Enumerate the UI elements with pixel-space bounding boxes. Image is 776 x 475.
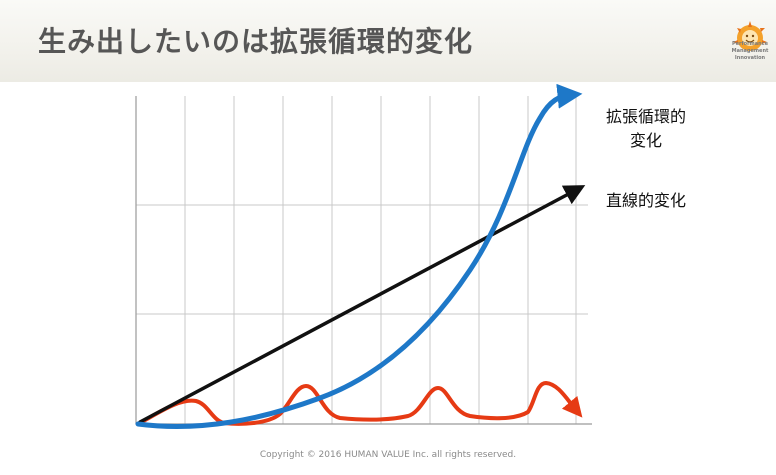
sun-face-logo-icon (733, 21, 767, 51)
title-band (0, 0, 776, 82)
copyright-footer: Copyright © 2016 HUMAN VALUE Inc. all ri… (259, 450, 517, 460)
logo-line-innovation: Innovation (734, 55, 766, 61)
label-expanding-circular-change: 拡張循環的 変化 (596, 105, 696, 153)
logo-text: Performance Management Innovation (724, 41, 776, 62)
grid (136, 96, 588, 424)
logo-line-management: Management (731, 48, 769, 54)
linear-change-line (138, 185, 586, 424)
logo-line-performance: Performance (731, 41, 769, 47)
slide-title: 生み出したいのは拡張循環的変化 (38, 25, 474, 58)
expanding-circular-change-curve (135, 83, 583, 429)
label-linear-change: 直線的変化 (605, 191, 686, 210)
label-circular-line1: 拡張循環的 (605, 107, 686, 126)
cyclical-change-curve (136, 381, 583, 426)
label-circular-line2: 変化 (629, 131, 662, 150)
